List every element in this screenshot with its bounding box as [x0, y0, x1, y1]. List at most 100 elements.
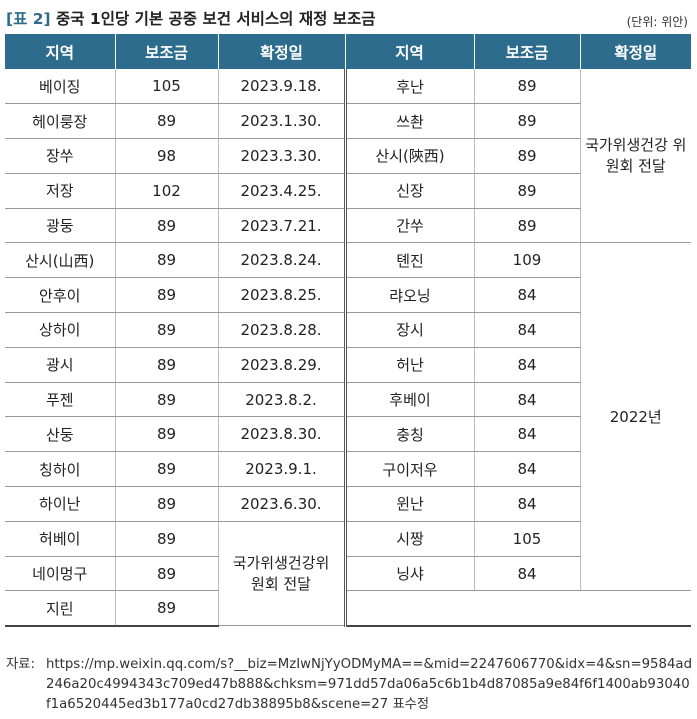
date-cell: 2023.7.21.	[218, 208, 347, 244]
region-cell: 저장	[5, 173, 116, 209]
subsidy-cell: 84	[474, 451, 581, 488]
date-cell: 2023.8.2.	[218, 382, 347, 418]
subsidy-cell: 105	[474, 521, 581, 557]
subsidy-cell: 105	[115, 69, 219, 105]
table-title-text: 중국 1인당 기본 공중 보건 서비스의 재정 보조금	[56, 10, 376, 28]
subsidy-cell: 89	[115, 556, 219, 592]
date-cell: 2023.8.24.	[218, 242, 347, 279]
subsidy-table: 지역 보조금 확정일 지역 보조금 확정일 베이징 105 2023.9.18.…	[5, 34, 691, 627]
table-row: 산시(山西) 89 2023.8.24. 톈진 109 2022년	[5, 242, 691, 592]
region-cell: 산시(陝西)	[345, 138, 475, 174]
header-date-right: 확정일	[580, 34, 691, 69]
region-cell: 충칭	[345, 416, 475, 453]
region-cell: 간쑤	[345, 208, 475, 244]
date-cell: 2023.3.30.	[218, 138, 347, 174]
region-cell: 허베이	[5, 521, 116, 557]
region-cell: 푸젠	[5, 382, 116, 418]
subsidy-cell: 89	[474, 138, 581, 174]
header-subsidy-right: 보조금	[474, 34, 581, 69]
region-cell: 톈진	[345, 242, 475, 279]
header-subsidy-left: 보조금	[115, 34, 219, 69]
subsidy-cell: 89	[115, 416, 219, 453]
subsidy-cell: 89	[115, 242, 219, 279]
table-row: 네이멍구 89 닝샤 84	[5, 556, 691, 592]
subsidy-cell: 89	[115, 382, 219, 418]
region-cell: 신장	[345, 173, 475, 209]
table-row: 장쑤 98 2023.3.30. 산시(陝西) 89	[5, 138, 691, 174]
subsidy-cell: 89	[115, 451, 219, 488]
table-row: 칭하이 89 2023.9.1. 구이저우 84	[5, 451, 691, 488]
merged-date-cell: 2022년	[580, 242, 691, 592]
subsidy-cell: 98	[115, 138, 219, 174]
region-cell: 장쑤	[5, 138, 116, 174]
subsidy-cell: 84	[474, 486, 581, 522]
subsidy-cell: 89	[474, 208, 581, 244]
region-cell: 쓰촨	[345, 103, 475, 140]
date-cell: 2023.8.29.	[218, 347, 347, 383]
subsidy-cell: 84	[474, 347, 581, 383]
date-cell: 2023.8.25.	[218, 277, 347, 314]
region-cell: 안후이	[5, 277, 116, 314]
region-cell: 랴오닝	[345, 277, 475, 314]
table-row: 헤이룽장 89 2023.1.30. 쓰촨 89	[5, 103, 691, 140]
subsidy-cell: 84	[474, 416, 581, 453]
region-cell: 네이멍구	[5, 556, 116, 592]
subsidy-cell: 89	[115, 521, 219, 557]
table-row: 허베이 89 국가위생건강위원회 전달 시짱 105	[5, 521, 691, 627]
region-cell: 헤이룽장	[5, 103, 116, 140]
region-cell: 칭하이	[5, 451, 116, 488]
subsidy-cell: 102	[115, 173, 219, 209]
region-cell: 광둥	[5, 208, 116, 244]
empty-cell	[345, 590, 474, 627]
subsidy-cell: 89	[474, 103, 581, 140]
table-row: 푸젠 89 2023.8.2. 후베이 84	[5, 382, 691, 418]
subsidy-cell: 89	[115, 347, 219, 383]
subsidy-cell: 89	[115, 590, 219, 627]
source-url: https://mp.weixin.qq.com/s?__biz=MzIwNjY…	[46, 657, 693, 712]
region-cell: 하이난	[5, 486, 116, 522]
subsidy-cell: 84	[474, 382, 581, 418]
table-row: 베이징 105 2023.9.18. 후난 89 국가위생건강 위원회 전달	[5, 69, 691, 244]
subsidy-cell: 89	[115, 312, 219, 348]
subsidy-cell: 84	[474, 277, 581, 314]
subsidy-cell: 84	[474, 312, 581, 348]
date-cell: 2023.6.30.	[218, 486, 347, 522]
table-row: 광둥 89 2023.7.21. 간쑤 89	[5, 208, 691, 244]
region-cell: 후베이	[345, 382, 475, 418]
date-cell: 2023.1.30.	[218, 103, 347, 140]
table-number: [표 2]	[6, 10, 51, 28]
subsidy-cell: 89	[474, 173, 581, 209]
region-cell: 윈난	[345, 486, 475, 522]
table-row: 상하이 89 2023.8.28. 장시 84	[5, 312, 691, 348]
subsidy-cell: 89	[115, 103, 219, 140]
date-cell: 2023.4.25.	[218, 173, 347, 209]
date-cell: 2023.9.1.	[218, 451, 347, 488]
table-title: [표 2] 중국 1인당 기본 공중 보건 서비스의 재정 보조금	[6, 7, 376, 29]
region-cell: 허난	[345, 347, 475, 383]
table-row: 저장 102 2023.4.25. 신장 89	[5, 173, 691, 209]
merged-date-cell: 국가위생건강위원회 전달	[218, 521, 347, 627]
region-cell: 산시(山西)	[5, 242, 116, 279]
unit-note: (단위: 위안)	[626, 15, 688, 29]
subsidy-cell: 89	[115, 486, 219, 522]
region-cell: 산둥	[5, 416, 116, 453]
table-row: 하이난 89 2023.6.30. 윈난 84	[5, 486, 691, 522]
empty-cell	[474, 590, 580, 627]
date-cell: 2023.9.18.	[218, 69, 347, 105]
region-cell: 상하이	[5, 312, 116, 348]
region-cell: 후난	[345, 69, 475, 105]
region-cell: 지린	[5, 590, 116, 627]
subsidy-cell: 89	[474, 69, 581, 105]
header-row: 지역 보조금 확정일 지역 보조금 확정일	[5, 34, 691, 69]
header-date-left: 확정일	[218, 34, 346, 69]
region-cell: 광시	[5, 347, 116, 383]
source-label: 자료:	[6, 657, 35, 672]
empty-cell	[580, 590, 691, 627]
subsidy-cell: 89	[115, 208, 219, 244]
subsidy-cell: 89	[115, 277, 219, 314]
merged-date-cell: 국가위생건강 위원회 전달	[580, 69, 691, 244]
date-cell: 2023.8.30.	[218, 416, 347, 453]
region-cell: 장시	[345, 312, 475, 348]
table-row: 지린 89	[5, 590, 691, 627]
date-cell: 2023.8.28.	[218, 312, 347, 348]
